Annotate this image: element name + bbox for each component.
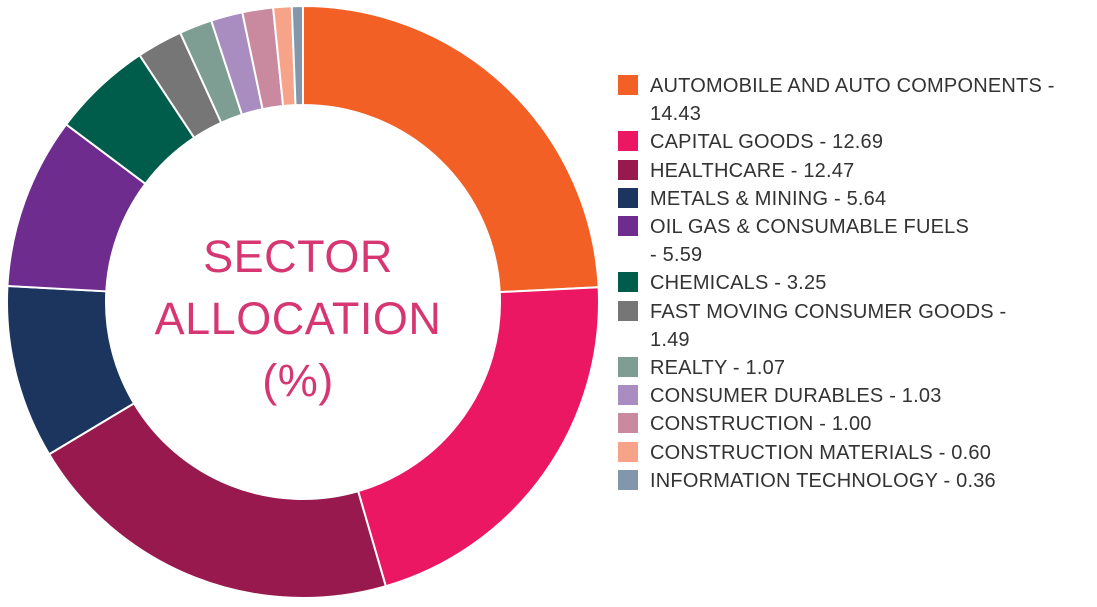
legend-label-line: - 5.59 [650,244,703,267]
legend-label-line: 14.43 [650,103,702,126]
legend-label: FAST MOVING CONSUMER GOODS - 1.49 [650,298,1088,354]
legend-label-line: CONSTRUCTION - 1.00 [650,413,872,436]
legend-item: CONSTRUCTION MATERIALS - 0.60 [618,439,1088,467]
legend-item: CAPITAL GOODS - 12.69 [618,128,1088,156]
chart-title: SECTOR ALLOCATION (%) [100,226,496,412]
legend-label-line: METALS & MINING - 5.64 [650,187,887,210]
slice-healthcare [47,401,388,599]
legend-swatch [618,441,638,462]
legend-item: CONSTRUCTION - 1.00 [618,410,1088,438]
legend-label: CONSTRUCTION MATERIALS - 0.60 [650,439,1088,467]
legend-label-line: INFORMATION TECHNOLOGY - 0.36 [650,469,996,492]
legend-label: REALTY - 1.07 [650,354,1088,382]
legend-item: FAST MOVING CONSUMER GOODS - 1.49 [618,298,1088,354]
legend-label-line: 1.49 [650,328,690,351]
legend-swatch [618,385,638,406]
chart-title-line-3: (%) [262,355,334,406]
legend-label: CONSUMER DURABLES - 1.03 [650,382,1088,410]
legend-swatch [618,272,638,293]
legend-item: CHEMICALS - 3.25 [618,269,1088,297]
legend-label-line: AUTOMOBILE AND AUTO COMPONENTS - [650,75,1055,97]
legend-label-line: OIL GAS & CONSUMABLE FUELS [650,216,969,239]
chart-title-line-1: SECTOR [203,231,393,282]
legend-item: AUTOMOBILE AND AUTO COMPONENTS - 14.43 [618,72,1088,128]
legend-label-line: FAST MOVING CONSUMER GOODS - [650,300,1007,323]
legend-swatch [618,131,638,152]
legend-label: INFORMATION TECHNOLOGY - 0.36 [650,467,1088,495]
legend-swatch [618,357,638,378]
legend-swatch [618,75,638,95]
legend-swatch [618,187,638,208]
legend-label: HEALTHCARE - 12.47 [650,157,1088,185]
slice-automobile-and-auto-components [302,4,600,294]
chart-legend: AUTOMOBILE AND AUTO COMPONENTS - 14.43 CAP… [618,72,1088,495]
legend-label-line: CHEMICALS - 3.25 [650,272,827,295]
legend-item: OIL GAS & CONSUMABLE FUELS - 5.59 [618,213,1088,269]
legend-label: CAPITAL GOODS - 12.69 [650,128,1088,156]
slice-information-technology [290,4,304,107]
legend-label-line: REALTY - 1.07 [650,357,786,380]
slice-capital-goods [356,286,600,588]
donut-chart [6,4,600,599]
legend-label: CHEMICALS - 3.25 [650,269,1088,297]
legend-swatch [618,159,638,180]
legend-swatch [618,300,638,321]
legend-label-line: CAPITAL GOODS - 12.69 [650,131,884,154]
legend-label: CONSTRUCTION - 1.00 [650,410,1088,438]
legend-label: METALS & MINING - 5.64 [650,185,1088,213]
legend-label-line: CONSUMER DURABLES - 1.03 [650,385,942,408]
legend-label: OIL GAS & CONSUMABLE FUELS - 5.59 [650,213,1088,269]
legend-label-line: CONSTRUCTION MATERIALS - 0.60 [650,441,992,464]
legend-item: METALS & MINING - 5.64 [618,185,1088,213]
legend-item: CONSUMER DURABLES - 1.03 [618,382,1088,410]
legend-label-line: HEALTHCARE - 12.47 [650,159,855,182]
chart-title-line-2: ALLOCATION [154,293,442,344]
legend-item: HEALTHCARE - 12.47 [618,157,1088,185]
legend-label: AUTOMOBILE AND AUTO COMPONENTS - 14.43 [650,72,1088,128]
legend-swatch [618,469,638,490]
legend-swatch [618,413,638,434]
legend-item: REALTY - 1.07 [618,354,1088,382]
legend-swatch [618,216,638,237]
legend-item: INFORMATION TECHNOLOGY - 0.36 [618,467,1088,495]
